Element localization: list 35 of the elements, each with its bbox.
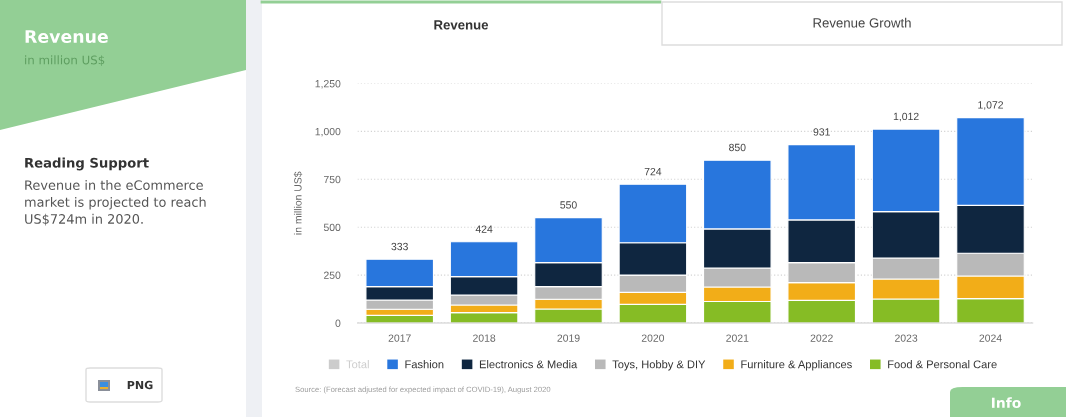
text: PNG xyxy=(127,380,153,390)
text: Reading Support xyxy=(25,157,149,171)
text: Revenue in the eCommerce market is projected to reach US$724m in 2020. xyxy=(25,180,206,226)
x-tick-label: 2020 xyxy=(641,334,665,342)
legend-label: Electronics & Media xyxy=(479,360,578,369)
text: Revenue xyxy=(25,30,108,44)
x-tick-label: 2021 xyxy=(726,334,749,342)
legend-label: Food & Personal Care xyxy=(888,360,997,369)
total-label: 724 xyxy=(644,167,662,176)
text: Info xyxy=(991,397,1021,409)
legend-label: Furniture & Appliances xyxy=(741,360,852,371)
y-tick-label: 750 xyxy=(323,175,341,184)
legend-label: Toys, Hobby & DIY xyxy=(612,360,706,371)
y-tick-label: 1,000 xyxy=(315,127,341,137)
text: Revenue xyxy=(434,20,489,30)
total-label: 333 xyxy=(391,242,408,251)
y-tick-label: 1,250 xyxy=(315,80,341,89)
y-tick-label: 500 xyxy=(323,223,341,232)
total-label: 550 xyxy=(560,201,577,209)
x-tick-label: 2023 xyxy=(895,334,918,342)
total-label: 931 xyxy=(813,128,830,136)
x-tick-label: 2017 xyxy=(388,334,411,342)
total-label: 424 xyxy=(475,225,493,233)
total-label: 1,012 xyxy=(893,112,919,122)
total-label: 850 xyxy=(729,143,746,152)
x-tick-label: 2018 xyxy=(473,334,496,342)
y-tick-label: 0 xyxy=(335,319,341,327)
y-axis-title: in million US$ xyxy=(293,171,303,235)
x-tick-label: 2019 xyxy=(557,334,580,342)
x-tick-label: 2024 xyxy=(979,334,1002,342)
text: Revenue Growth xyxy=(813,17,911,28)
legend-label: Fashion xyxy=(405,360,444,369)
total-label: 1,072 xyxy=(978,101,1004,110)
x-tick-label: 2022 xyxy=(810,334,833,342)
y-tick-label: 250 xyxy=(323,271,341,279)
